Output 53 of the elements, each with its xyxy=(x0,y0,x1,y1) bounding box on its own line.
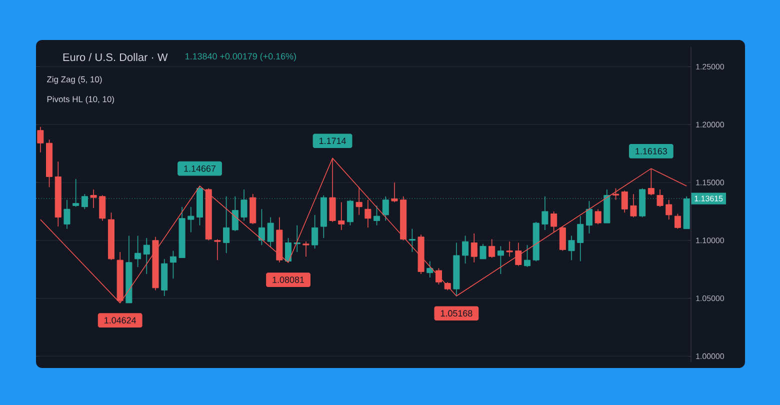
candlestick xyxy=(258,208,265,246)
candlestick xyxy=(134,235,142,268)
candlestick xyxy=(666,199,672,220)
candlestick xyxy=(612,188,620,200)
annotation: Pivots HL (10, 10) xyxy=(47,96,114,104)
candlestick xyxy=(480,243,486,260)
candlestick xyxy=(90,189,97,208)
candlestick xyxy=(550,211,558,233)
candlestick xyxy=(338,202,345,230)
candlestick xyxy=(462,235,469,264)
candlestick xyxy=(356,186,362,216)
candlestick xyxy=(674,213,681,230)
candlestick xyxy=(214,238,221,260)
candlestick xyxy=(506,241,513,258)
candlestick xyxy=(312,214,318,249)
candlestick xyxy=(143,238,150,274)
candlestick xyxy=(515,242,522,266)
annotation: 1.05168 xyxy=(440,310,472,317)
annotation: Zig Zag (5, 10) xyxy=(46,76,102,84)
candlestick xyxy=(391,182,398,203)
candlestick xyxy=(374,205,380,226)
candlestick xyxy=(99,194,106,222)
candlestick xyxy=(577,216,584,262)
candlestick xyxy=(37,126,44,153)
candlestick xyxy=(285,238,292,263)
annotation: 1.14667 xyxy=(184,165,216,172)
annotation: 1.08081 xyxy=(272,276,304,283)
candlestick xyxy=(435,268,442,285)
candlestick xyxy=(170,250,176,280)
candlestick xyxy=(656,189,664,208)
candlestick xyxy=(408,228,416,252)
line-series xyxy=(40,158,687,304)
candlestick xyxy=(630,194,637,218)
candlestick xyxy=(497,246,504,274)
candlestick xyxy=(470,233,478,263)
candlestick xyxy=(594,208,602,225)
candlestick xyxy=(524,244,531,268)
candlestick xyxy=(488,238,496,258)
text: 1.13840 +0.00179 (+0.16%) xyxy=(186,52,296,62)
candlestick xyxy=(559,226,566,252)
candlestick xyxy=(586,200,592,234)
candlestick xyxy=(621,190,628,214)
annotation: 1.04624 xyxy=(104,317,136,324)
chart-title: Euro / U.S. Dollar · W xyxy=(63,53,168,62)
candlestick xyxy=(267,216,274,248)
candlestick xyxy=(568,235,575,260)
candlestick xyxy=(426,260,434,278)
candlestick xyxy=(188,206,194,233)
candlestick xyxy=(648,168,654,196)
annotation: 1.16163 xyxy=(636,148,667,154)
candlestick xyxy=(364,199,372,228)
candlestick xyxy=(302,241,310,258)
annotation: 1.1714 xyxy=(320,138,346,144)
